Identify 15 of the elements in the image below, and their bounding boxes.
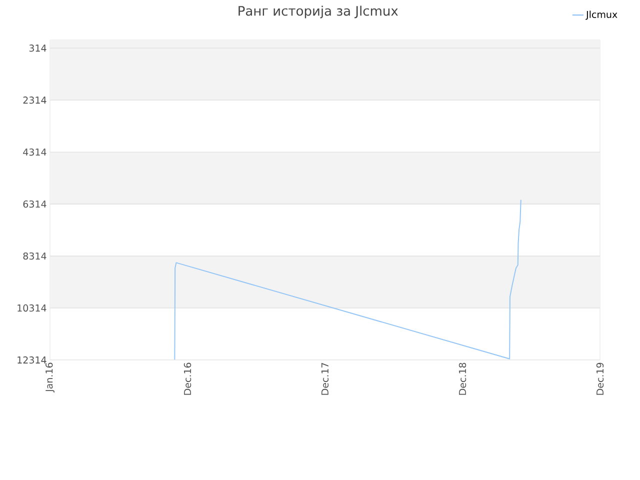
y-tick-label: 314	[29, 44, 46, 52]
y-tick-label: 6314	[23, 200, 46, 208]
y-tick-label: 8314	[23, 252, 46, 260]
y-tick-label: 4314	[23, 148, 46, 156]
x-tick-label: Jan.16	[46, 362, 54, 392]
legend-label: Jlcmux	[586, 10, 618, 20]
x-tick-label: Dec.16	[184, 362, 192, 395]
y-tick-label: 2314	[23, 96, 46, 104]
x-tick-label: Dec.19	[596, 362, 604, 395]
x-tick-label: Dec.17	[321, 363, 329, 395]
chart-title: Ранг историја за Jlcmux	[238, 6, 398, 18]
y-tick-label: 12314	[18, 356, 46, 364]
y-tick-label: 10314	[18, 304, 46, 312]
x-tick-label: Dec.18	[458, 362, 466, 395]
line-series	[174, 199, 522, 360]
